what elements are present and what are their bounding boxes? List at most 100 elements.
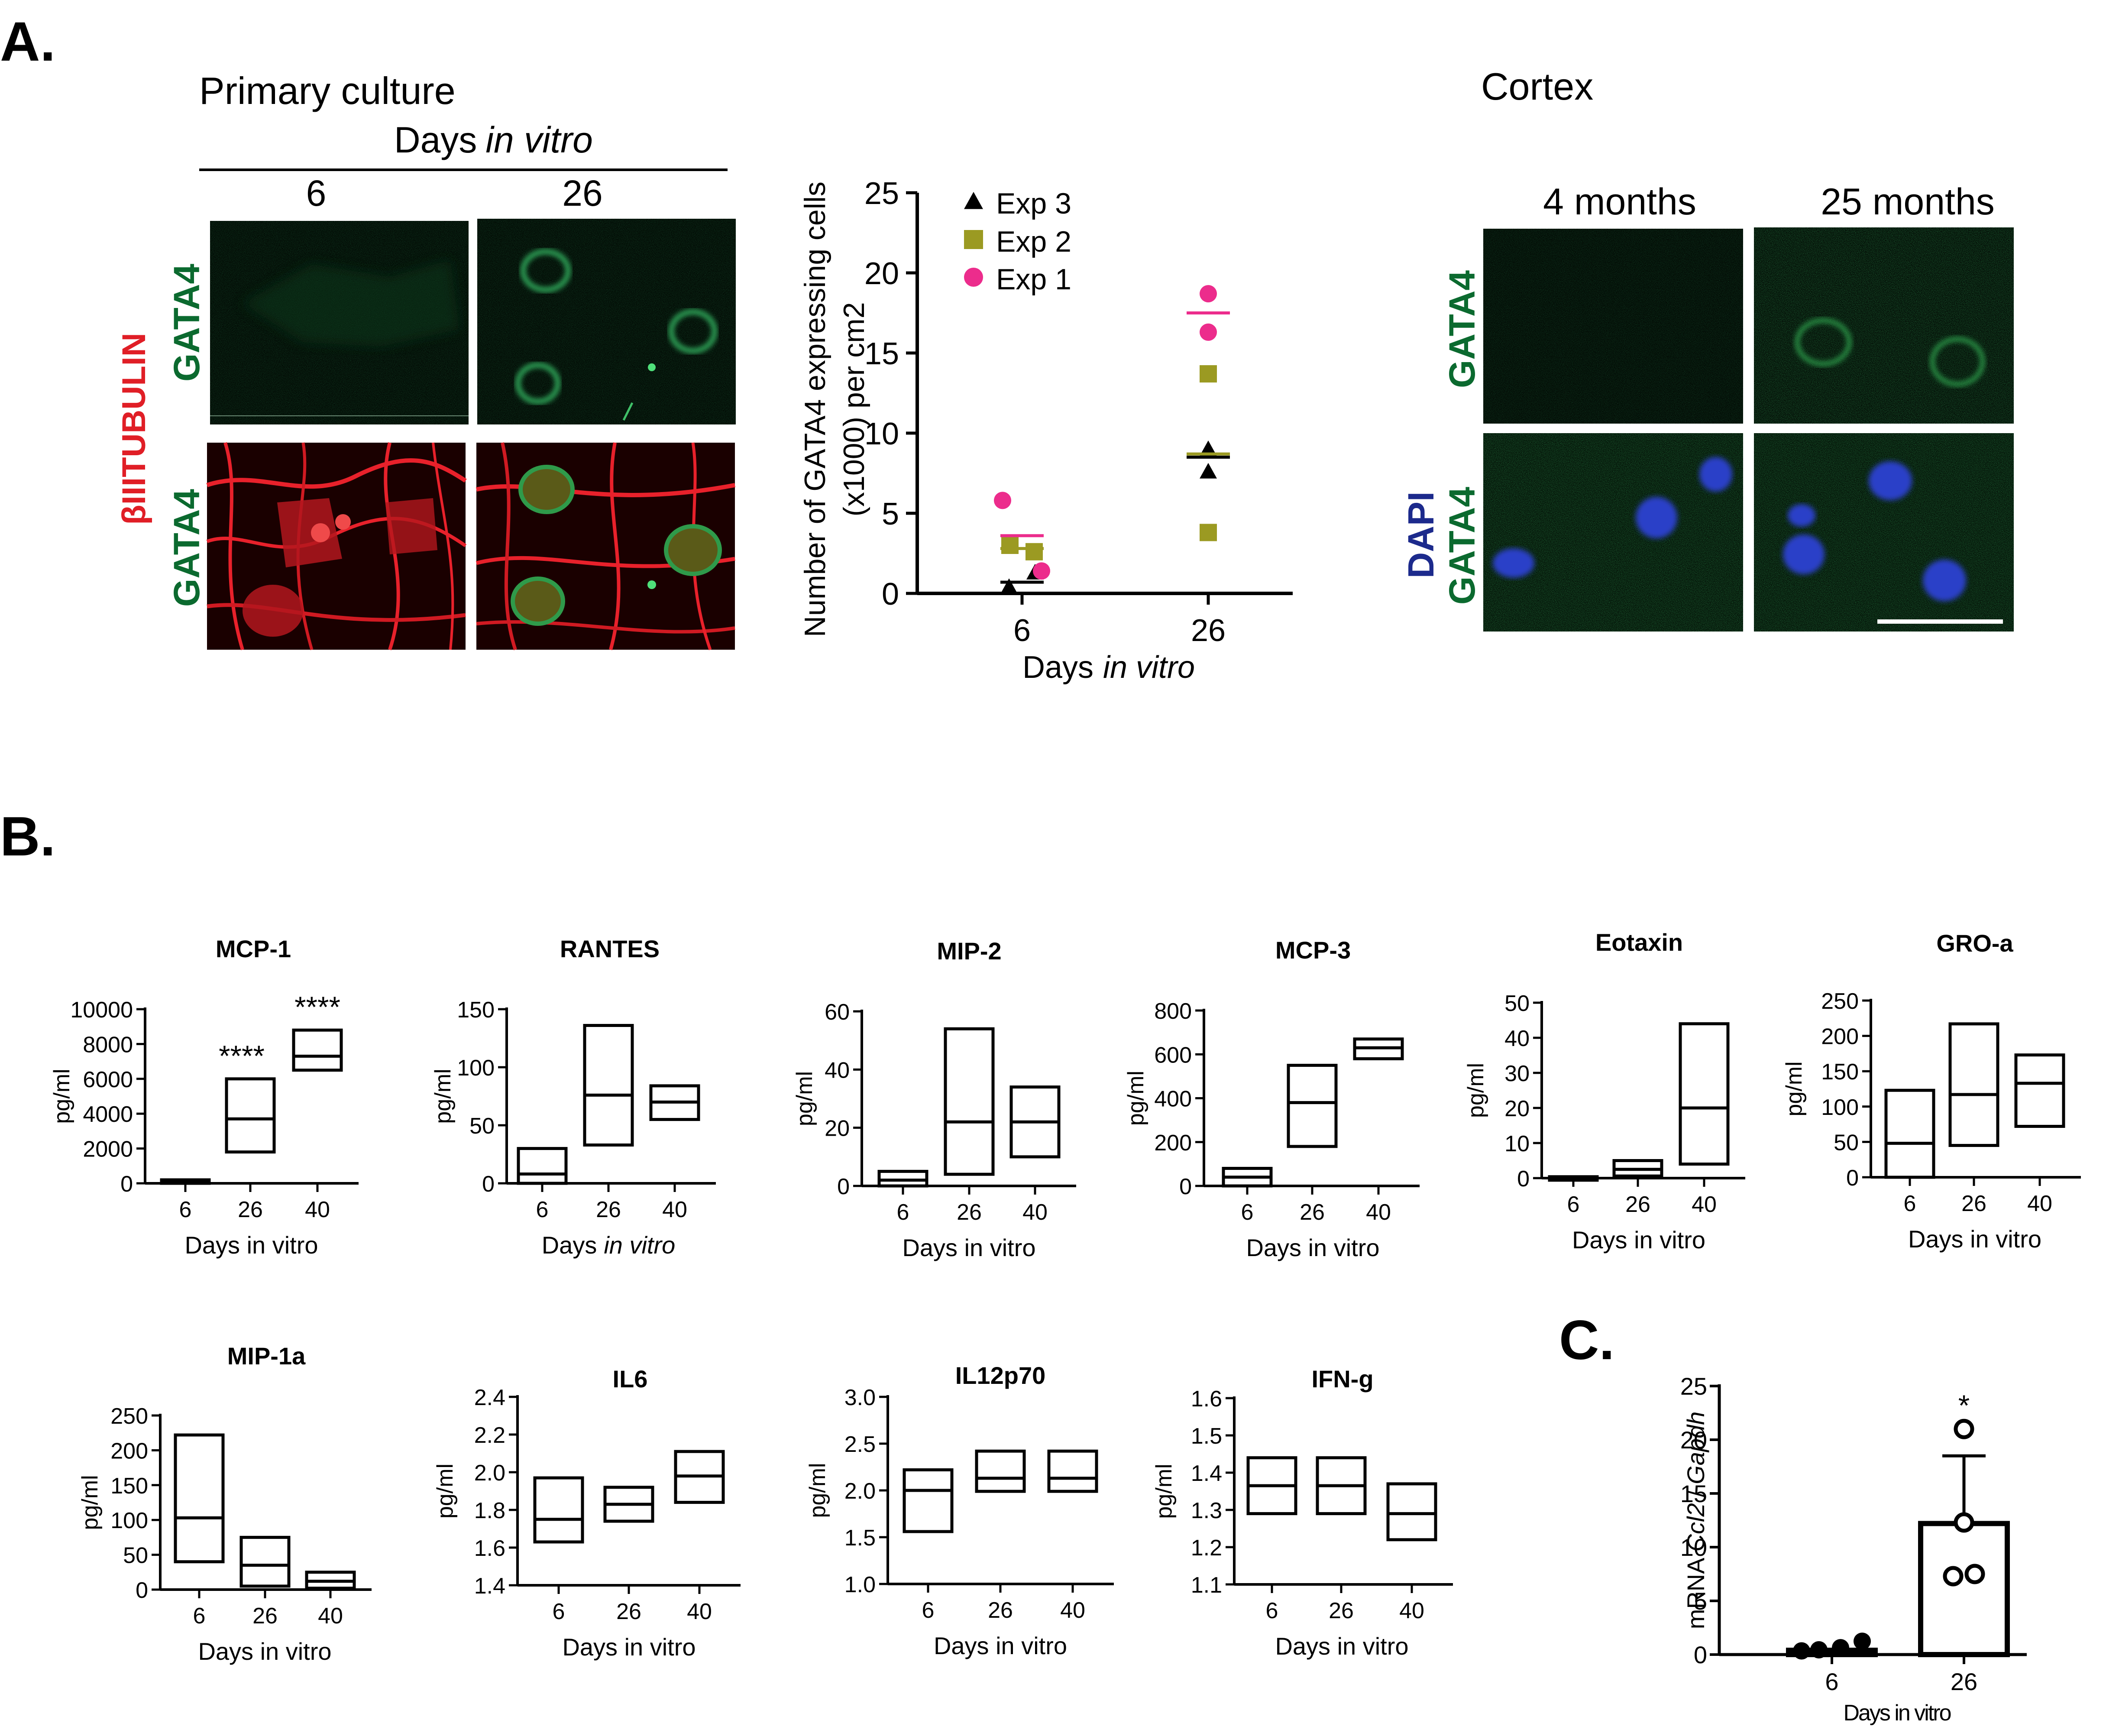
micrograph-gata4-day6: [210, 221, 469, 424]
x-axis-label: Days in vitro: [1022, 650, 1195, 685]
box-chart-mip-1a: MIP-1a 0 50 100 150 200 250 6 26 40 Days in vitro p…: [78, 1342, 372, 1665]
y-tick-label: 1.8: [474, 1498, 505, 1523]
x-tick-label: 26: [252, 1603, 278, 1629]
y-tick-label: 1.6: [474, 1536, 505, 1561]
box-chart-il12p70: IL12p70 1.0 1.5 2.0 2.5 3.0 6 26 40 Days in vitro…: [805, 1362, 1114, 1659]
box: [225, 1077, 276, 1154]
chart-title: MCP-3: [1275, 936, 1351, 964]
x-tick-label: 40: [2027, 1191, 2052, 1216]
y-tick-label: 0: [482, 1172, 495, 1197]
y-tick-label: 0: [120, 1172, 133, 1197]
box: [1679, 1022, 1730, 1166]
point-open: [1954, 1512, 1974, 1533]
point-triangle: [1000, 578, 1018, 594]
y-tick-label: 200: [1821, 1024, 1859, 1049]
point-triangle: [1200, 463, 1217, 479]
y-tick-label: 10000: [70, 998, 133, 1023]
box: [944, 1027, 995, 1176]
y-axis-label: pg/ml: [1152, 1464, 1177, 1519]
x-tick-label: 6: [1013, 613, 1031, 648]
col-label-26: 26: [562, 173, 602, 214]
box-chart-il6: IL6 1.4 1.6 1.8 2.0 2.2 2.4 6 26 40 Days in vitro p…: [433, 1365, 741, 1661]
y-tick-label: 1.0: [844, 1572, 876, 1597]
panel-label-c: C.: [1559, 1309, 1614, 1371]
y-tick-label: 150: [1821, 1059, 1859, 1085]
point-square: [1001, 537, 1019, 554]
y-tick-label: 0: [1179, 1174, 1192, 1199]
box: [2014, 1053, 2065, 1128]
box: [975, 1449, 1026, 1493]
x-axis-label-italic: in vitro: [604, 1231, 675, 1259]
x-axis-label: Days in vitro: [542, 1231, 676, 1259]
point-circle: [964, 268, 983, 287]
row-label-gata4-top: GATA4: [166, 264, 207, 382]
in-vitro-italic: in vitro: [485, 120, 592, 160]
y-axis-label-line2: (x1000) per cm2: [838, 302, 870, 516]
box: [1948, 1022, 1999, 1147]
y-tick-label: 250: [1821, 989, 1859, 1014]
y-axis-label: pg/ml: [78, 1475, 103, 1530]
y-tick-label: 600: [1154, 1043, 1192, 1068]
y-tick-label: 20: [1504, 1096, 1530, 1121]
y-axis-label-gene2: Gapdh: [1682, 1412, 1709, 1484]
y-axis-label: pg/ml: [1463, 1063, 1488, 1118]
box: [1047, 1449, 1098, 1493]
box-chart-mcp-1: MCP-1 0 2000 4000 6000 8000 10000 6 26 40 Days in …: [49, 935, 359, 1259]
box: [1386, 1482, 1437, 1542]
box: [533, 1476, 584, 1544]
x-axis-label-italic: in vitro: [1103, 650, 1195, 685]
y-tick-label: 25: [864, 176, 899, 211]
chart-title: MCP-1: [216, 935, 291, 962]
point-filled: [1810, 1641, 1828, 1659]
y-tick-label: 15: [1680, 1480, 1707, 1507]
y-tick-label: 3.0: [844, 1385, 876, 1410]
chart-title: Eotaxin: [1595, 929, 1683, 956]
chart-title: MIP-1a: [227, 1342, 306, 1370]
y-tick-label: 200: [110, 1438, 148, 1464]
y-tick-label: 25: [1680, 1373, 1707, 1400]
chart-title: IFN-g: [1311, 1365, 1373, 1393]
point-triangle: [1200, 440, 1217, 456]
col-label-6: 6: [306, 173, 327, 214]
y-tick-label: 40: [825, 1058, 850, 1083]
cortex-title: Cortex: [1481, 65, 1593, 108]
days-in-vitro-header: Days in vitro: [394, 120, 593, 160]
x-axis-label: Days in vitro: [184, 1231, 318, 1259]
y-tick-label: 30: [1504, 1061, 1530, 1086]
cortex-col-25-months: 25 months: [1821, 181, 1995, 223]
x-tick-label: 40: [1022, 1200, 1048, 1225]
box: [1287, 1064, 1338, 1148]
y-tick-label: 400: [1154, 1087, 1192, 1112]
cortex-row-dapi: DAPI: [1401, 492, 1441, 579]
y-tick-label: 2000: [83, 1137, 133, 1162]
point-square: [1026, 543, 1043, 560]
y-tick-label: 2.4: [474, 1385, 505, 1410]
y-tick-label: 0: [1846, 1166, 1859, 1191]
x-axis-label-main: Days: [1022, 650, 1093, 685]
x-axis-label: Days in vitro: [1843, 1700, 1951, 1726]
x-tick-label: 26: [988, 1598, 1013, 1623]
x-tick-label: 26: [1951, 1668, 1977, 1695]
chart-title: IL6: [613, 1365, 648, 1393]
y-tick-label: 200: [1154, 1130, 1192, 1156]
x-tick-label: 6: [536, 1197, 549, 1222]
y-tick-label: 50: [1834, 1130, 1859, 1155]
box-chart-gro-a: GRO-a 0 50 100 150 200 250 6 26 40 Days in vitro pg…: [1782, 930, 2081, 1253]
point-filled: [1793, 1642, 1810, 1660]
cortex-row-gata4: GATA4: [1442, 270, 1482, 389]
x-axis-label-main: Days: [542, 1231, 597, 1259]
significance-label: *: [1958, 1389, 1970, 1422]
y-tick-label: 0: [1694, 1641, 1707, 1668]
x-axis-label: Days in vitro: [562, 1633, 696, 1661]
y-axis-label: mRNA Ccl2 / Gapdh: [1682, 1412, 1709, 1629]
y-axis-label-line1: Number of GATA4 expressing cells: [799, 181, 831, 637]
x-tick-label: 40: [318, 1603, 343, 1629]
point-circle: [1200, 285, 1217, 303]
y-tick-label: 4000: [83, 1102, 133, 1127]
y-axis-label: pg/ml: [433, 1464, 458, 1519]
chart-title: RANTES: [560, 935, 660, 962]
legend-label: Exp 3: [996, 187, 1071, 220]
box: [1884, 1088, 1935, 1179]
point-square: [1200, 524, 1217, 541]
